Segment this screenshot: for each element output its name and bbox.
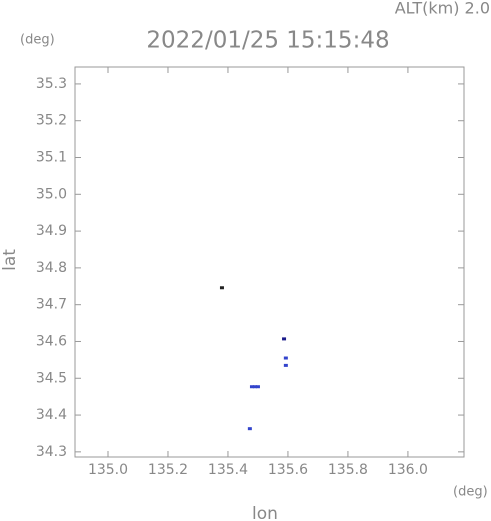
y-tick-label: 34.5 xyxy=(36,370,67,386)
y-tick-label: 34.7 xyxy=(36,297,67,313)
y-tick-label: 34.6 xyxy=(36,333,67,349)
point xyxy=(283,356,288,360)
point xyxy=(255,385,260,389)
y-tick-label: 34.8 xyxy=(36,260,67,276)
point xyxy=(252,385,257,389)
point xyxy=(283,363,288,367)
y-tick-label: 34.4 xyxy=(36,407,67,423)
y-tick-label: 34.9 xyxy=(36,223,67,239)
point xyxy=(282,337,287,341)
x-tick-label: 135.6 xyxy=(268,462,308,478)
x-tick-label: 135.8 xyxy=(328,462,368,478)
point xyxy=(247,427,252,431)
y-unit: (deg) xyxy=(20,33,55,48)
y-tick-label: 35.0 xyxy=(36,186,67,202)
point xyxy=(249,385,254,389)
y-tick-label: 35.1 xyxy=(36,150,67,166)
annotation: ALT(km) 2.0 xyxy=(395,0,490,18)
x-unit: (deg) xyxy=(453,485,488,500)
y-tick-label: 35.2 xyxy=(36,113,67,129)
x-tick-label: 135.4 xyxy=(208,462,248,478)
y-axis-label: lat xyxy=(0,249,20,271)
x-tick-label: 135.0 xyxy=(88,462,128,478)
x-tick-label: 136.0 xyxy=(388,462,428,478)
x-tick-label: 135.2 xyxy=(148,462,188,478)
x-axis-label: lon xyxy=(252,504,278,521)
y-tick-label: 34.3 xyxy=(36,444,67,460)
point xyxy=(219,286,224,290)
plot-frame xyxy=(74,66,465,458)
chart-title: 2022/01/25 15:15:48 xyxy=(146,28,389,54)
y-tick-label: 35.3 xyxy=(36,76,67,92)
